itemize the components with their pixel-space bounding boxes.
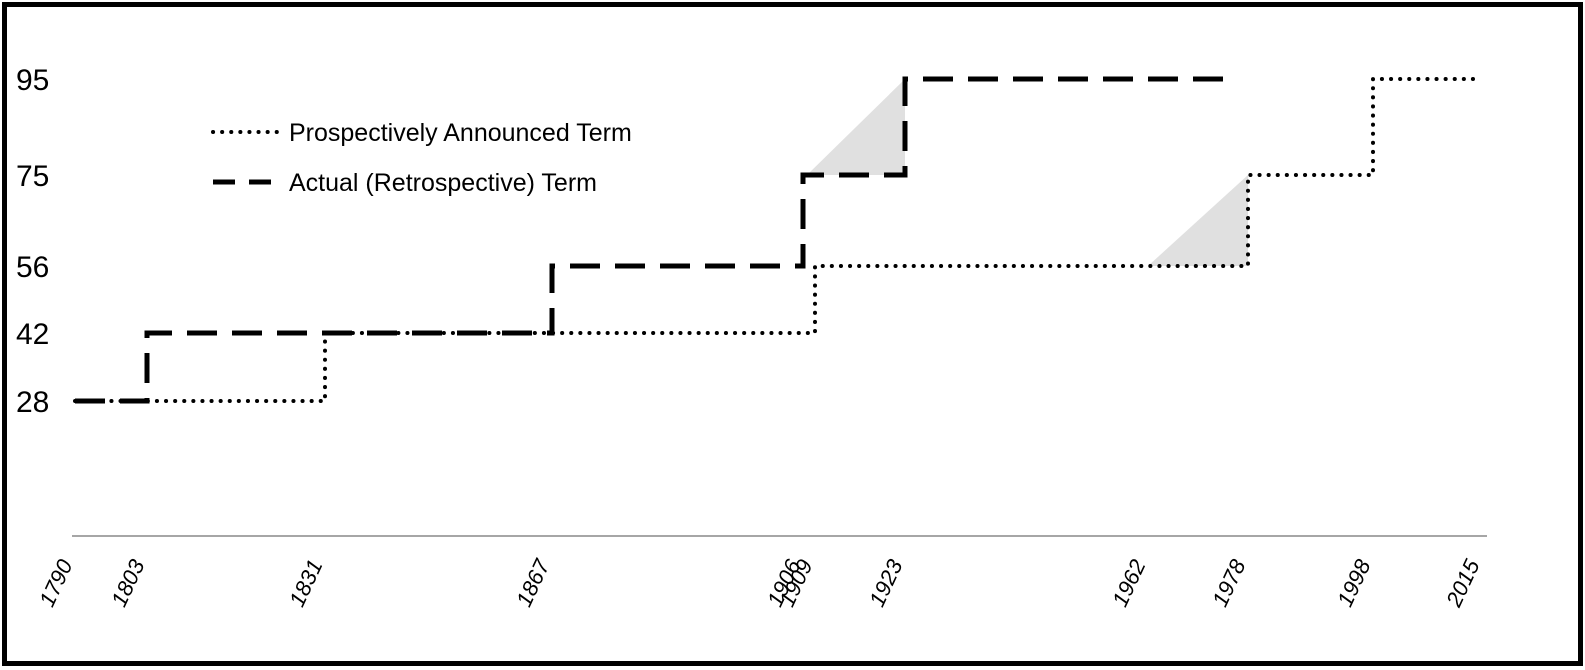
x-tick-label: 2015 xyxy=(1441,555,1485,612)
x-tick-label: 1923 xyxy=(864,555,908,611)
x-tick-label: 1962 xyxy=(1107,556,1150,611)
series-line-prospective xyxy=(73,77,1484,403)
y-tick-label: 28 xyxy=(16,386,49,419)
x-tick-label: 1790 xyxy=(34,555,78,611)
series-line-actual xyxy=(75,76,1236,404)
x-tick-label: 1867 xyxy=(511,555,555,611)
y-tick-label: 42 xyxy=(16,318,49,351)
x-tick-label: 1831 xyxy=(284,556,327,611)
y-tick-label: 56 xyxy=(16,251,49,284)
x-tick-label: 1998 xyxy=(1332,555,1376,611)
y-tick-label: 75 xyxy=(16,160,49,193)
series-lines xyxy=(73,76,1484,404)
legend-label-prospective: Prospectively Announced Term xyxy=(289,119,632,147)
legend-label-actual: Actual (Retrospective) Term xyxy=(289,169,597,197)
x-tick-label: 1978 xyxy=(1207,555,1251,611)
x-tick-label: 1803 xyxy=(106,555,150,611)
legend: Prospectively Announced Term Actual (Ret… xyxy=(211,119,632,197)
y-axis-ticks: 95 75 56 42 28 xyxy=(16,64,49,419)
shaded-region-1 xyxy=(807,79,905,175)
y-tick-label: 95 xyxy=(16,64,49,97)
shaded-regions xyxy=(807,79,1248,266)
shaded-region-2 xyxy=(1148,175,1248,266)
